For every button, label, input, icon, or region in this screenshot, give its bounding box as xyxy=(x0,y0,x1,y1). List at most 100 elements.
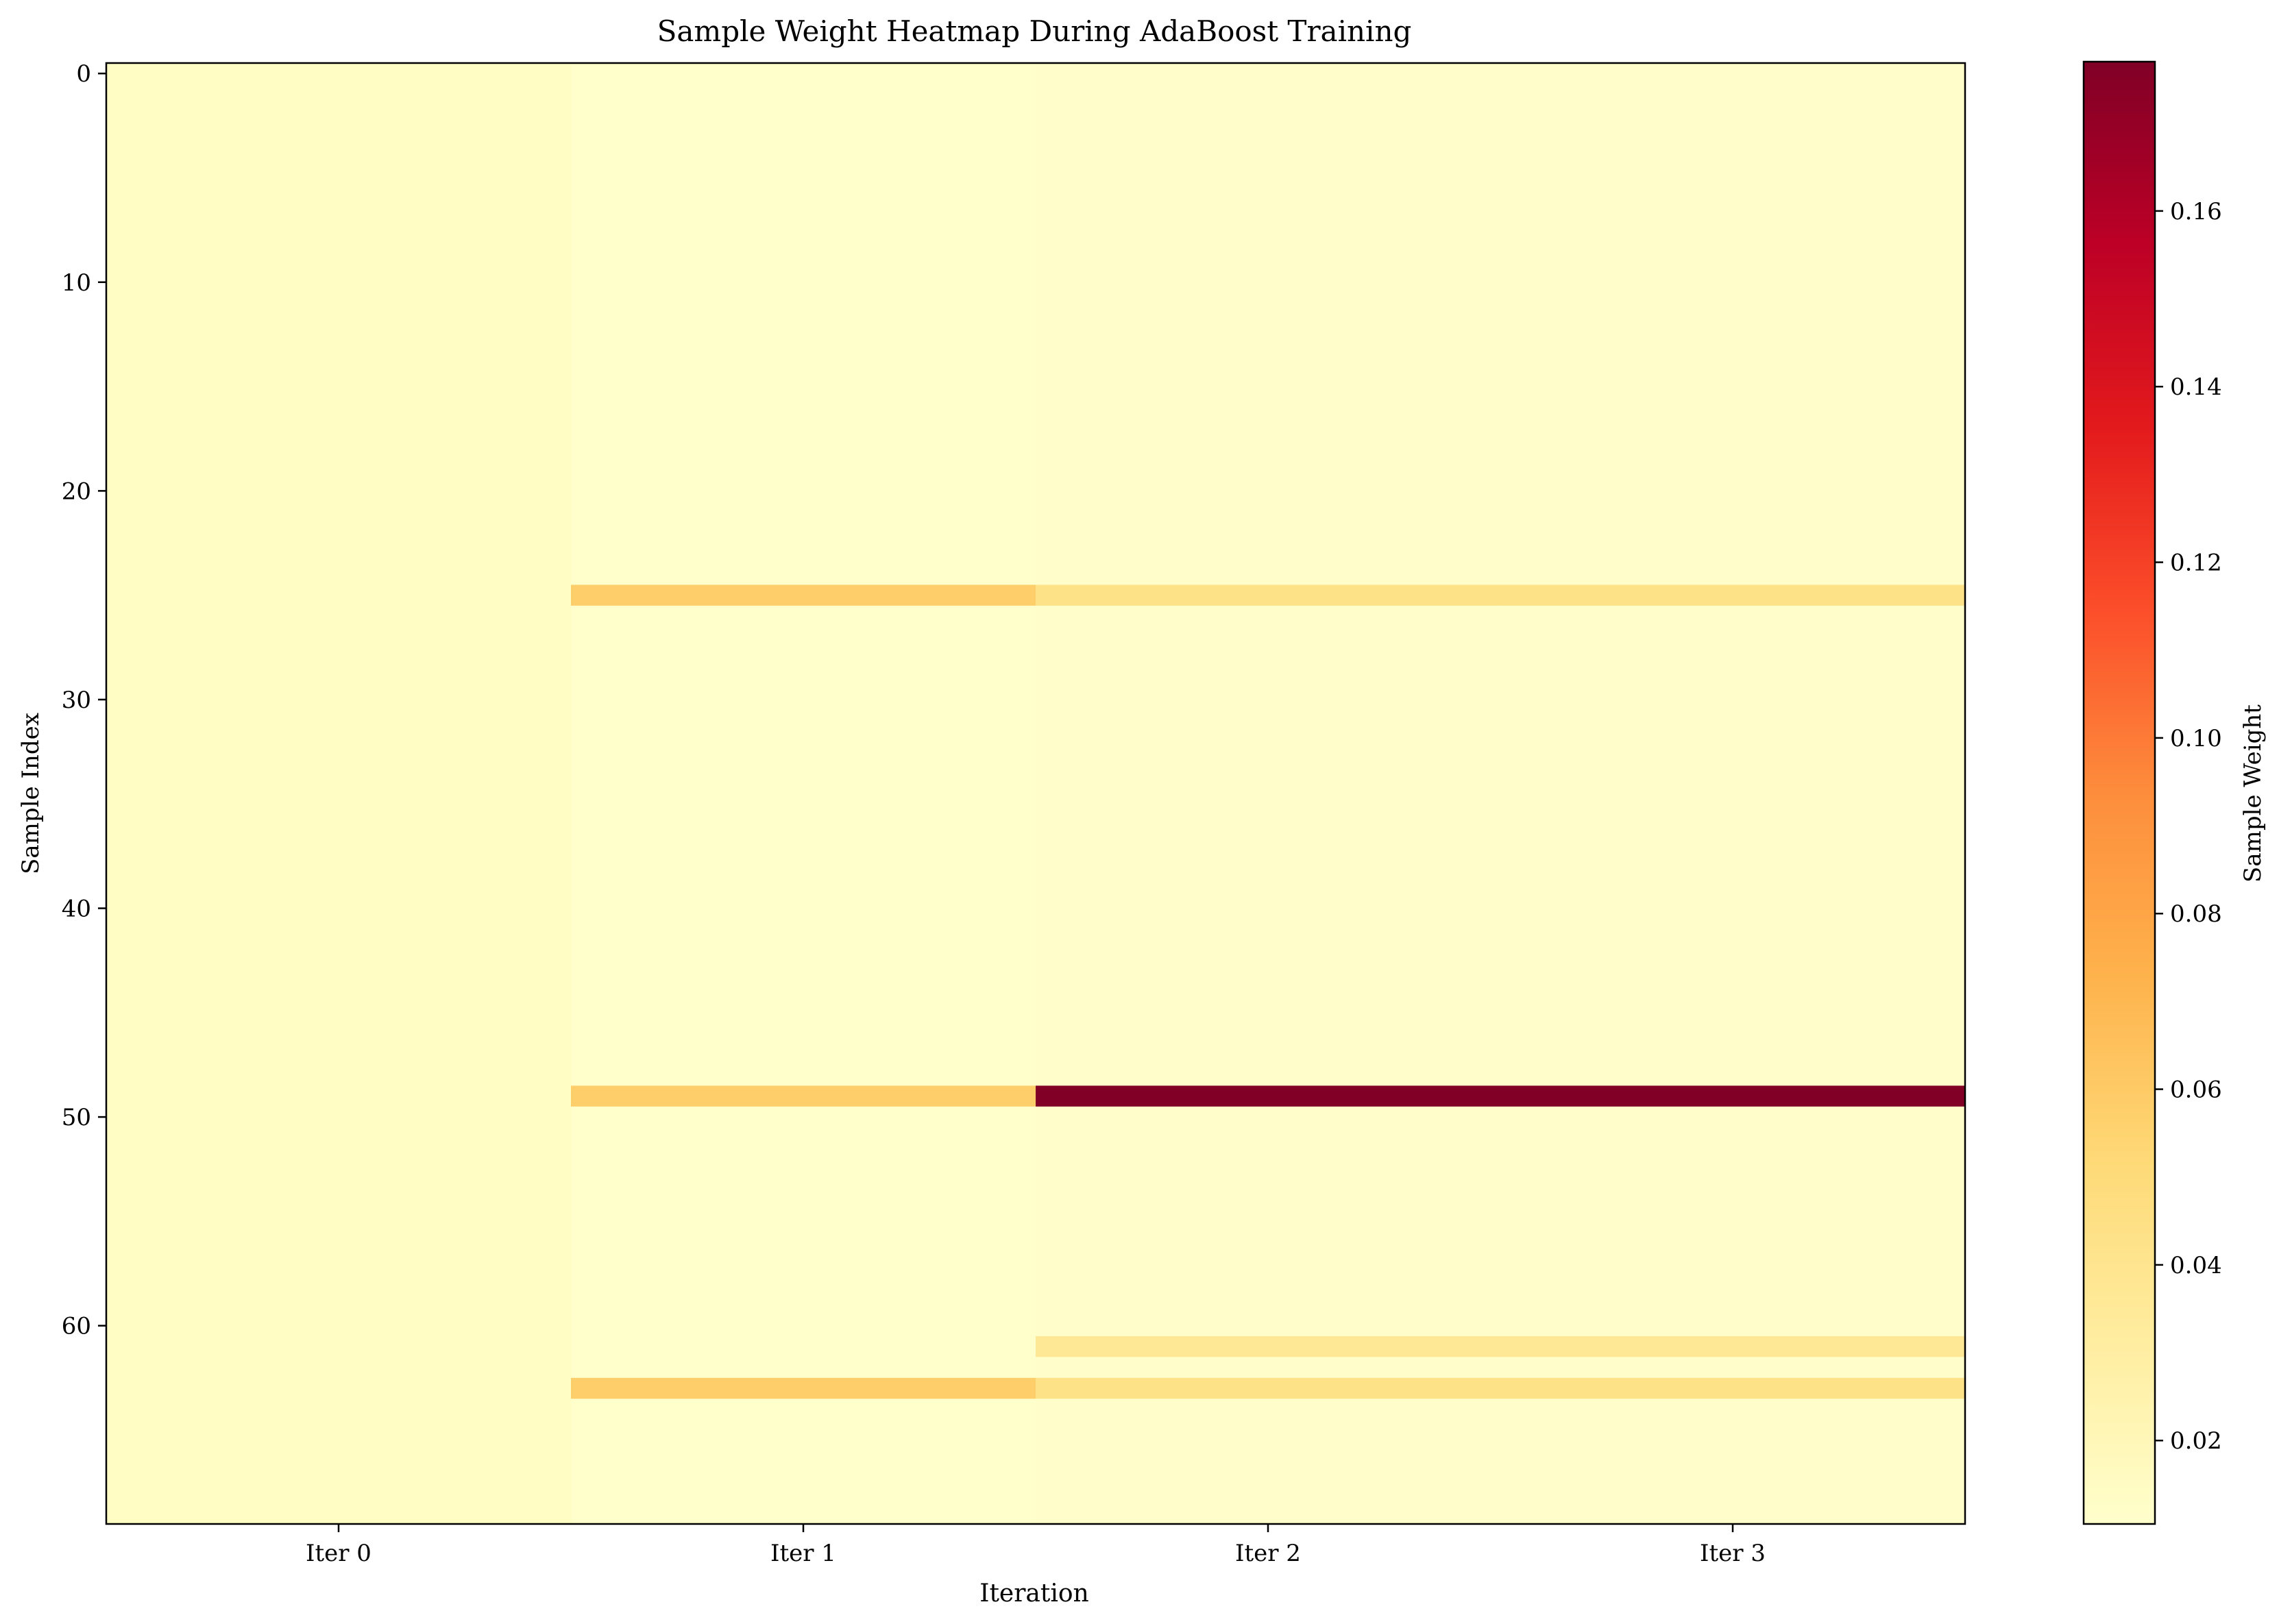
heat-cell xyxy=(106,63,572,85)
heat-cell xyxy=(571,752,1036,774)
heat-cell xyxy=(1500,417,1966,439)
colorbar xyxy=(2082,60,2156,1525)
heat-cell xyxy=(1500,522,1966,544)
heat-cell xyxy=(1500,1106,1966,1128)
heat-cell xyxy=(106,501,572,523)
heat-cell xyxy=(106,563,572,586)
heat-cell xyxy=(106,334,572,356)
heat-cell xyxy=(1036,104,1501,126)
heat-cell xyxy=(571,459,1036,481)
heat-cell xyxy=(571,293,1036,315)
heat-cell xyxy=(106,856,572,878)
heat-cell xyxy=(1036,146,1501,168)
heat-cell xyxy=(1500,856,1966,878)
heat-cell xyxy=(1500,334,1966,356)
heat-cell xyxy=(571,647,1036,669)
heat-cell xyxy=(571,251,1036,273)
colorbar-tick-label: 0.16 xyxy=(2170,198,2222,225)
colorbar-tick-label: 0.06 xyxy=(2170,1076,2222,1104)
heat-cell xyxy=(1036,459,1501,481)
heat-cell xyxy=(1500,1044,1966,1066)
heat-cell xyxy=(1500,1461,1966,1483)
heat-cell xyxy=(106,355,572,377)
heat-cell xyxy=(571,626,1036,648)
heat-cell xyxy=(1036,1315,1501,1337)
heat-cell xyxy=(1036,293,1501,315)
heat-cell xyxy=(1036,563,1501,586)
heat-cell xyxy=(1500,898,1966,920)
heat-cell xyxy=(106,188,572,210)
heat-cell xyxy=(571,1294,1036,1316)
heat-cell xyxy=(1500,397,1966,419)
heat-cell xyxy=(571,710,1036,732)
heat-cell xyxy=(1500,1169,1966,1191)
heat-cell xyxy=(1500,772,1966,794)
heat-cell xyxy=(106,1419,572,1441)
heat-cell xyxy=(571,1440,1036,1462)
heat-cell xyxy=(1036,334,1501,356)
heat-cell xyxy=(1500,939,1966,961)
heat-cell xyxy=(1500,1503,1966,1525)
heat-cell xyxy=(1500,230,1966,251)
heat-cell xyxy=(106,1064,572,1086)
heat-cell xyxy=(1036,1399,1501,1420)
heat-cell xyxy=(1500,730,1966,752)
heat-cell xyxy=(1036,1127,1501,1149)
colorbar-tick-label: 0.14 xyxy=(2170,373,2222,401)
heat-cell xyxy=(571,1419,1036,1441)
heat-cell xyxy=(1036,1169,1501,1191)
heat-cell xyxy=(571,543,1036,565)
heat-cell xyxy=(106,605,572,627)
heat-cell xyxy=(1036,1503,1501,1525)
heat-cell xyxy=(1036,355,1501,377)
heat-cell xyxy=(1036,939,1501,961)
heat-cell xyxy=(571,397,1036,419)
heat-cell xyxy=(1036,960,1501,982)
heat-cell xyxy=(106,209,572,231)
heat-cell xyxy=(106,1253,572,1275)
heat-cell xyxy=(106,1315,572,1337)
heat-cell xyxy=(571,981,1036,1003)
y-tick-label: 50 xyxy=(62,1104,91,1131)
y-tick-label: 20 xyxy=(62,478,91,505)
heat-cell xyxy=(571,1231,1036,1253)
heat-cell xyxy=(1500,313,1966,335)
heat-cell xyxy=(106,104,572,126)
heat-cell xyxy=(1036,480,1501,502)
heat-cell xyxy=(106,626,572,648)
y-tick-label: 60 xyxy=(62,1313,91,1340)
heat-cell xyxy=(1036,209,1501,231)
heat-cell xyxy=(106,125,572,147)
heat-cell xyxy=(571,585,1036,606)
x-axis-label: Iteration xyxy=(979,1579,1089,1608)
heat-cell xyxy=(106,814,572,836)
heat-cell xyxy=(571,501,1036,523)
heat-cell xyxy=(106,1106,572,1128)
heat-cell xyxy=(1500,1190,1966,1211)
heat-cell xyxy=(1500,543,1966,565)
heat-cell xyxy=(1500,1064,1966,1086)
heat-cell xyxy=(571,376,1036,397)
heat-cell xyxy=(571,1315,1036,1337)
heat-cell xyxy=(571,1273,1036,1295)
heat-cell xyxy=(571,1336,1036,1357)
heat-cell xyxy=(106,1273,572,1295)
heat-cell xyxy=(1036,730,1501,752)
heat-cell xyxy=(106,1190,572,1211)
heat-cell xyxy=(571,334,1036,356)
heat-cell xyxy=(1500,1002,1966,1024)
heat-cell xyxy=(106,1169,572,1191)
heat-cell xyxy=(1036,397,1501,419)
heat-cell xyxy=(1500,1377,1966,1399)
heat-cell xyxy=(1500,1273,1966,1295)
heat-cell xyxy=(1500,1023,1966,1045)
heat-cell xyxy=(1036,856,1501,878)
heat-cell xyxy=(571,1377,1036,1399)
heat-cell xyxy=(106,647,572,669)
heat-cell xyxy=(1036,251,1501,273)
heat-cell xyxy=(1036,1085,1501,1107)
heat-cell xyxy=(106,1482,572,1504)
heat-cell xyxy=(1500,104,1966,126)
heat-cell xyxy=(106,918,572,940)
